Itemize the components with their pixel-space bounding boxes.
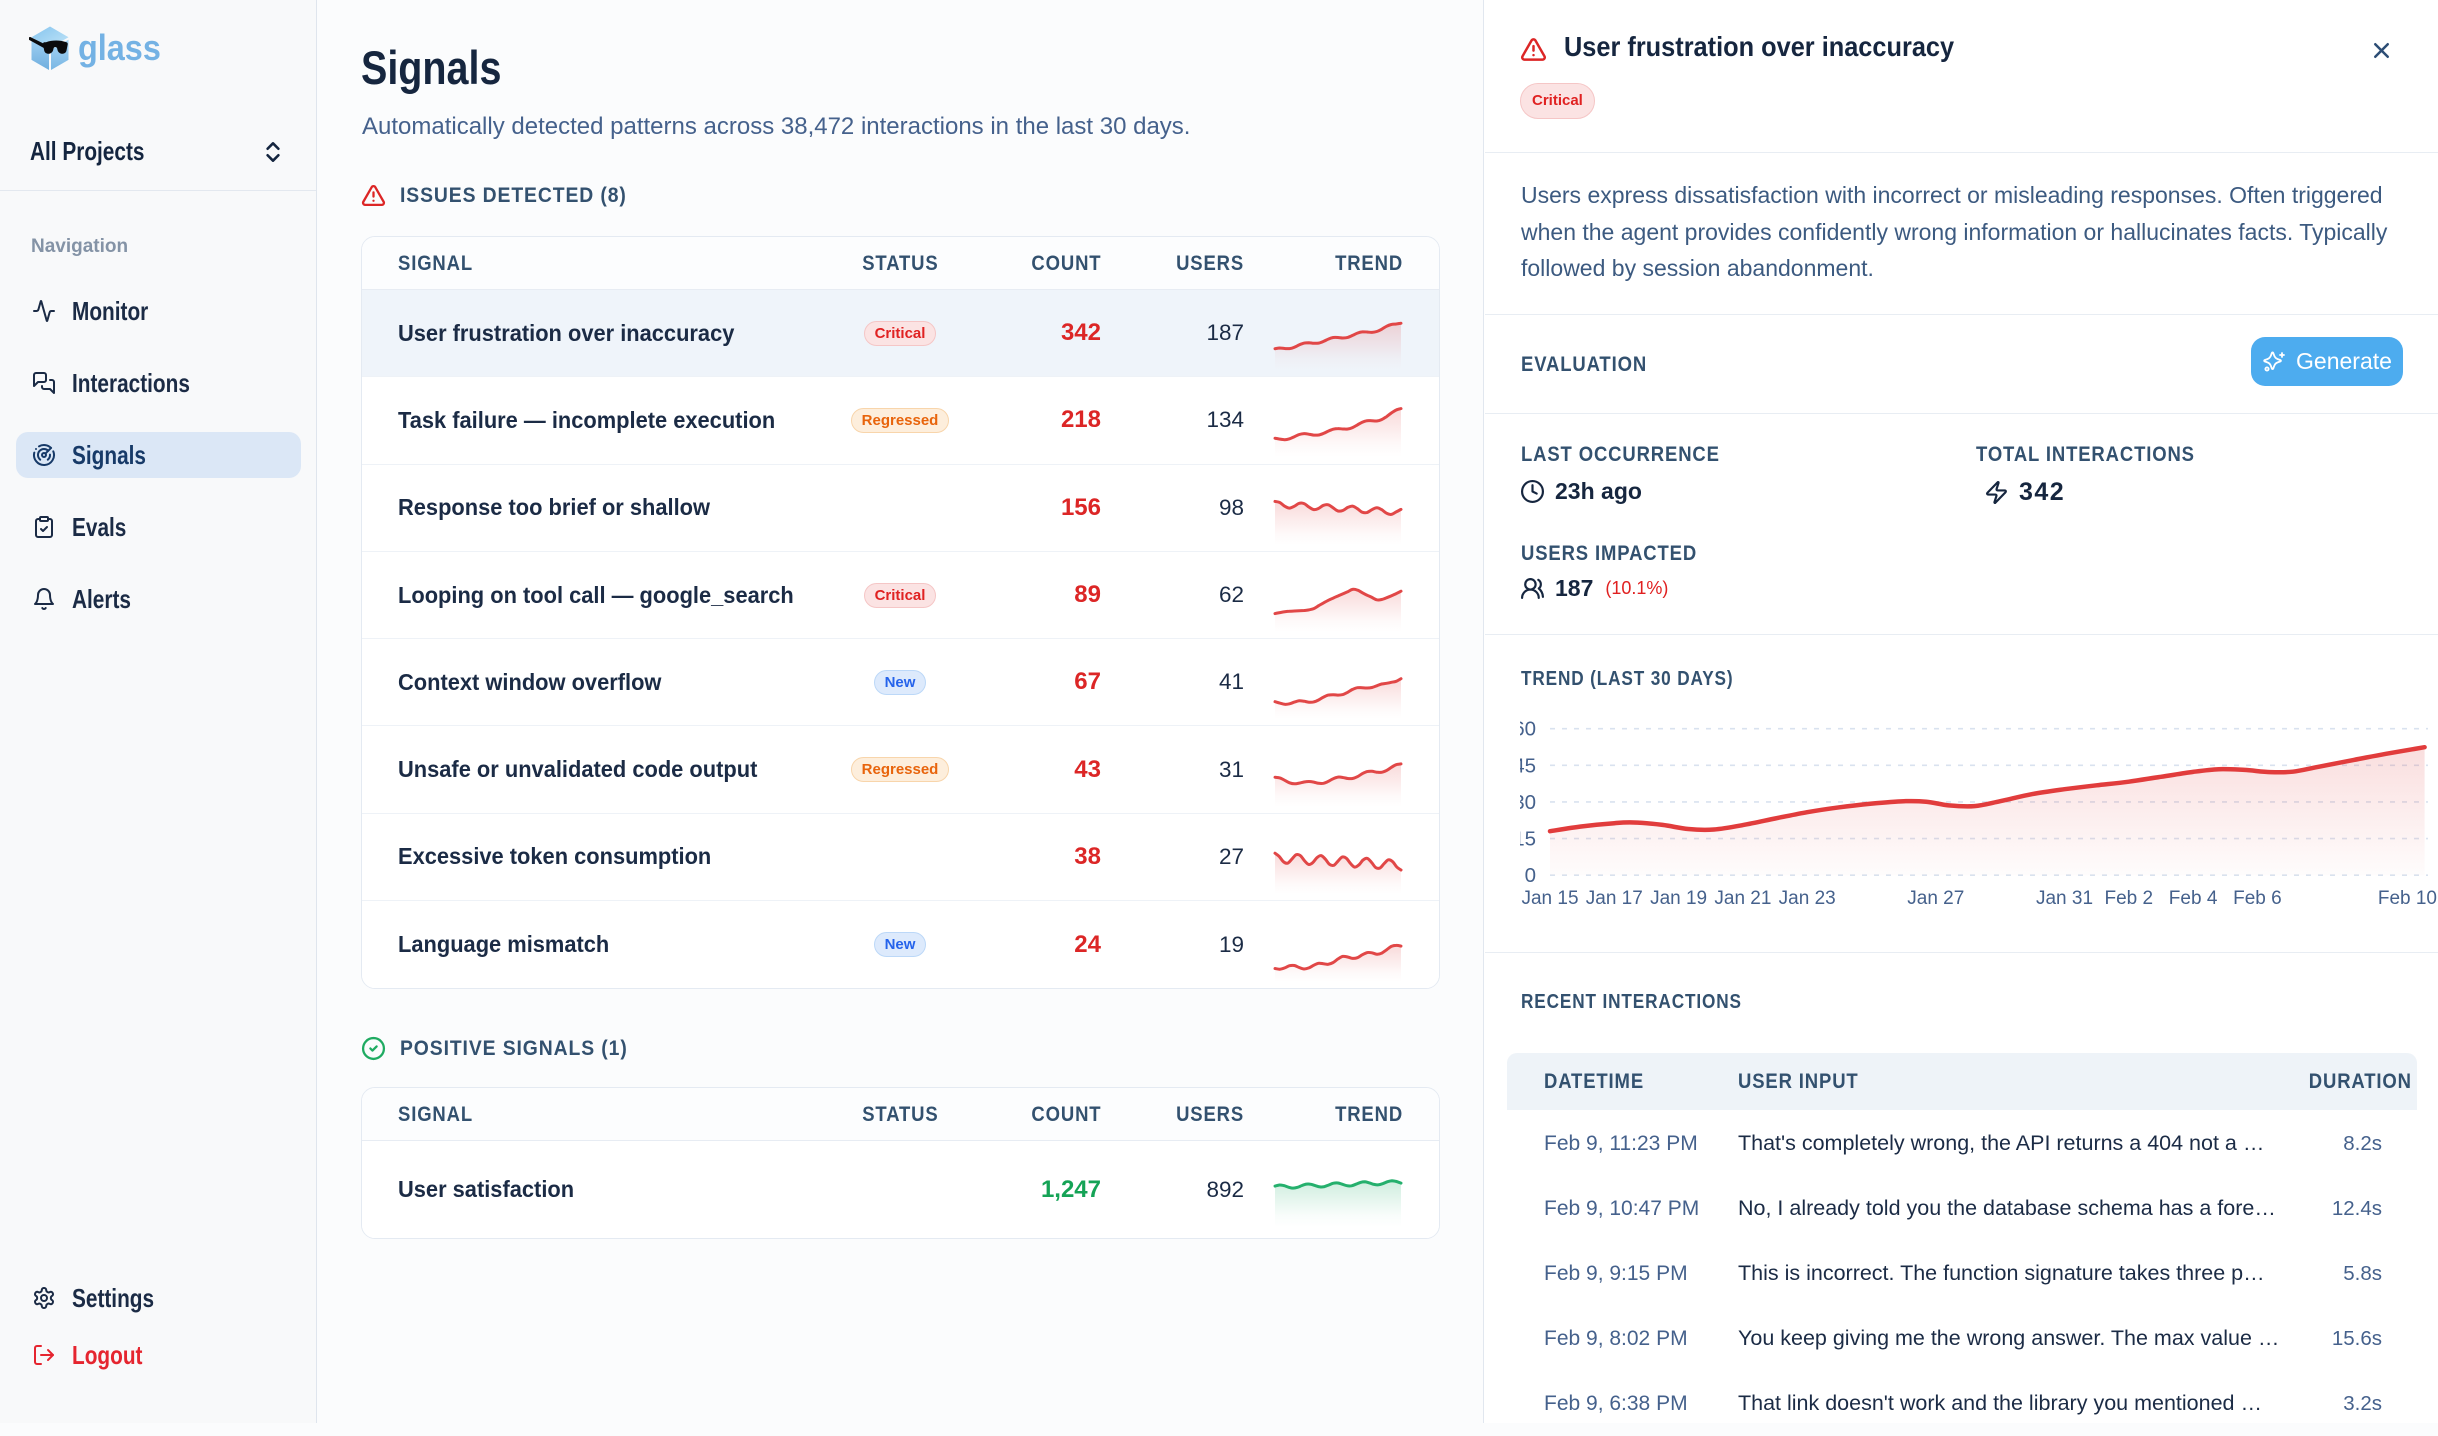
svg-text:Jan 31: Jan 31 xyxy=(2036,888,2093,909)
svg-text:Jan 17: Jan 17 xyxy=(1586,888,1643,909)
svg-text:Feb 2: Feb 2 xyxy=(2105,888,2154,909)
svg-text:Jan 23: Jan 23 xyxy=(1779,888,1836,909)
svg-text:0: 0 xyxy=(1525,864,1536,887)
svg-text:Jan 27: Jan 27 xyxy=(1907,888,1964,909)
svg-text:Feb 4: Feb 4 xyxy=(2169,888,2218,909)
svg-text:Jan 21: Jan 21 xyxy=(1714,888,1771,909)
svg-text:Jan 19: Jan 19 xyxy=(1650,888,1707,909)
svg-text:Feb 10: Feb 10 xyxy=(2378,888,2437,909)
svg-text:Feb 6: Feb 6 xyxy=(2233,888,2282,909)
svg-text:Jan 15: Jan 15 xyxy=(1521,888,1578,909)
